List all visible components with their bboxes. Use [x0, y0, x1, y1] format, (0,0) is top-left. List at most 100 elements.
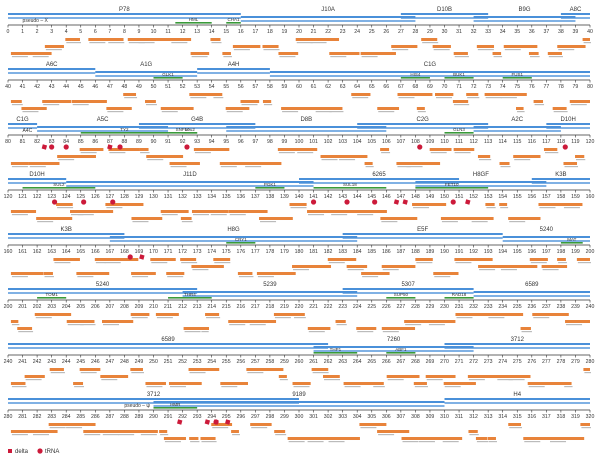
axis-tick-label: 79 [573, 84, 579, 90]
gene-bar [499, 162, 510, 165]
cosmid-label: 3712 [147, 392, 161, 398]
axis-tick-label: 47 [107, 84, 113, 90]
axis-tick-label: 242 [33, 359, 42, 365]
gene-bar [470, 217, 494, 220]
cosmid-bar-strand [95, 75, 198, 77]
cosmid-bar-strand [415, 185, 547, 187]
cosmid-bar-strand [8, 182, 67, 184]
gene-bar [562, 203, 583, 206]
gene-bar [94, 258, 105, 261]
gene-bar [529, 258, 548, 261]
axis-tick-label: 296 [236, 414, 245, 420]
gene-id-mark [249, 324, 266, 326]
gene-id-mark [315, 111, 332, 113]
gene-bar [145, 100, 156, 103]
gene-id-mark [308, 214, 325, 216]
gene-id-mark [131, 317, 148, 319]
axis-tick-label: 280 [4, 414, 13, 420]
axis-tick-label: 274 [498, 359, 507, 365]
cosmid-label: A8C [570, 7, 582, 13]
gene-bar [281, 107, 319, 110]
axis-tick-label: 319 [571, 414, 580, 420]
feature-label: GLN3 [453, 127, 465, 132]
cosmid-label: H8GF [473, 172, 489, 178]
gene-id-mark [361, 56, 378, 58]
gene-bar [127, 38, 145, 41]
axis-tick-label: 17 [252, 29, 258, 35]
axis-tick-label: 279 [571, 359, 580, 365]
axis-tick-label: 265 [367, 359, 376, 365]
cosmid-label: B9G [519, 7, 531, 13]
cosmid-bar-strand [269, 75, 590, 77]
gene-bar [103, 258, 139, 261]
gene-bar [401, 437, 431, 440]
gene-bar [475, 437, 488, 440]
gene-id-mark [201, 331, 209, 333]
axis-tick-label: 142 [324, 194, 333, 200]
cosmid-bar-strand [342, 292, 474, 294]
trna-marker [310, 199, 317, 205]
cosmid-bar-strand [37, 130, 169, 132]
gene-id-mark [80, 152, 97, 154]
gene-bar [189, 93, 218, 96]
axis-tick-label: 289 [135, 414, 144, 420]
feature-bar [153, 407, 198, 409]
gene-id-mark [71, 214, 84, 216]
axis-tick-label: 111 [455, 139, 463, 145]
feature-label: HMR [170, 402, 181, 407]
gene-bar [397, 93, 433, 96]
cosmid-bar [444, 398, 590, 400]
axis-tick-label: 173 [193, 249, 202, 255]
gene-bar [76, 210, 114, 213]
gene-id-mark [11, 434, 28, 436]
gene-bar [150, 258, 176, 261]
axis-tick-label: 49 [136, 84, 142, 90]
axis-tick-label: 80 [587, 84, 593, 90]
axis-tick-label: 263 [338, 359, 347, 365]
gene-bar [43, 272, 53, 275]
gene-bar [180, 217, 192, 220]
gene-id-mark [72, 104, 89, 106]
cosmid-bar [153, 401, 445, 403]
cosmid-bar [8, 13, 241, 15]
gene-bar [377, 430, 410, 433]
trna-marker [110, 199, 116, 205]
gene-bar [231, 430, 239, 433]
cosmid-label: P78 [119, 7, 130, 13]
axis-tick-label: 255 [222, 359, 231, 365]
gene-bar [433, 272, 459, 275]
axis-tick-label: 247 [106, 359, 115, 365]
delta-marker [225, 419, 231, 425]
gene-id-mark [584, 372, 591, 374]
feature-label: CHA1 [228, 17, 241, 22]
axis-tick-label: 66 [383, 84, 389, 90]
axis-tick-label: 246 [91, 359, 100, 365]
axis-tick-label: 209 [135, 304, 144, 310]
gene-id-mark [583, 42, 591, 44]
gene-id-mark [77, 214, 94, 216]
axis-tick-label: 172 [178, 249, 187, 255]
axis-tick-label: 128 [120, 194, 129, 200]
gene-id-mark [478, 159, 492, 161]
axis-tick-label: 180 [295, 249, 304, 255]
cosmid-label: A5C [97, 117, 109, 123]
axis-tick-label: 44 [63, 84, 69, 90]
cosmid-bar-strand [473, 130, 561, 132]
axis-tick-label: 4 [65, 29, 68, 35]
gene-bar [65, 423, 96, 426]
cosmid-bar-strand [400, 17, 489, 19]
axis-tick-label: 88 [122, 139, 128, 145]
axis-tick-label: 291 [164, 414, 173, 420]
gene-bar [429, 148, 452, 151]
axis-tick-label: 61 [311, 84, 317, 90]
axis-tick-label: 33 [485, 29, 491, 35]
gene-id-mark [360, 427, 377, 429]
axis-tick-label: 21 [311, 29, 317, 35]
gene-id-mark [500, 166, 511, 168]
axis-tick-label: 194 [498, 249, 507, 255]
axis-tick-label: 185 [367, 249, 376, 255]
gene-id-mark [378, 434, 395, 436]
axis-tick-label: 293 [193, 414, 202, 420]
axis-tick-label: 302 [324, 414, 333, 420]
cosmid-label: C1G [424, 62, 437, 68]
